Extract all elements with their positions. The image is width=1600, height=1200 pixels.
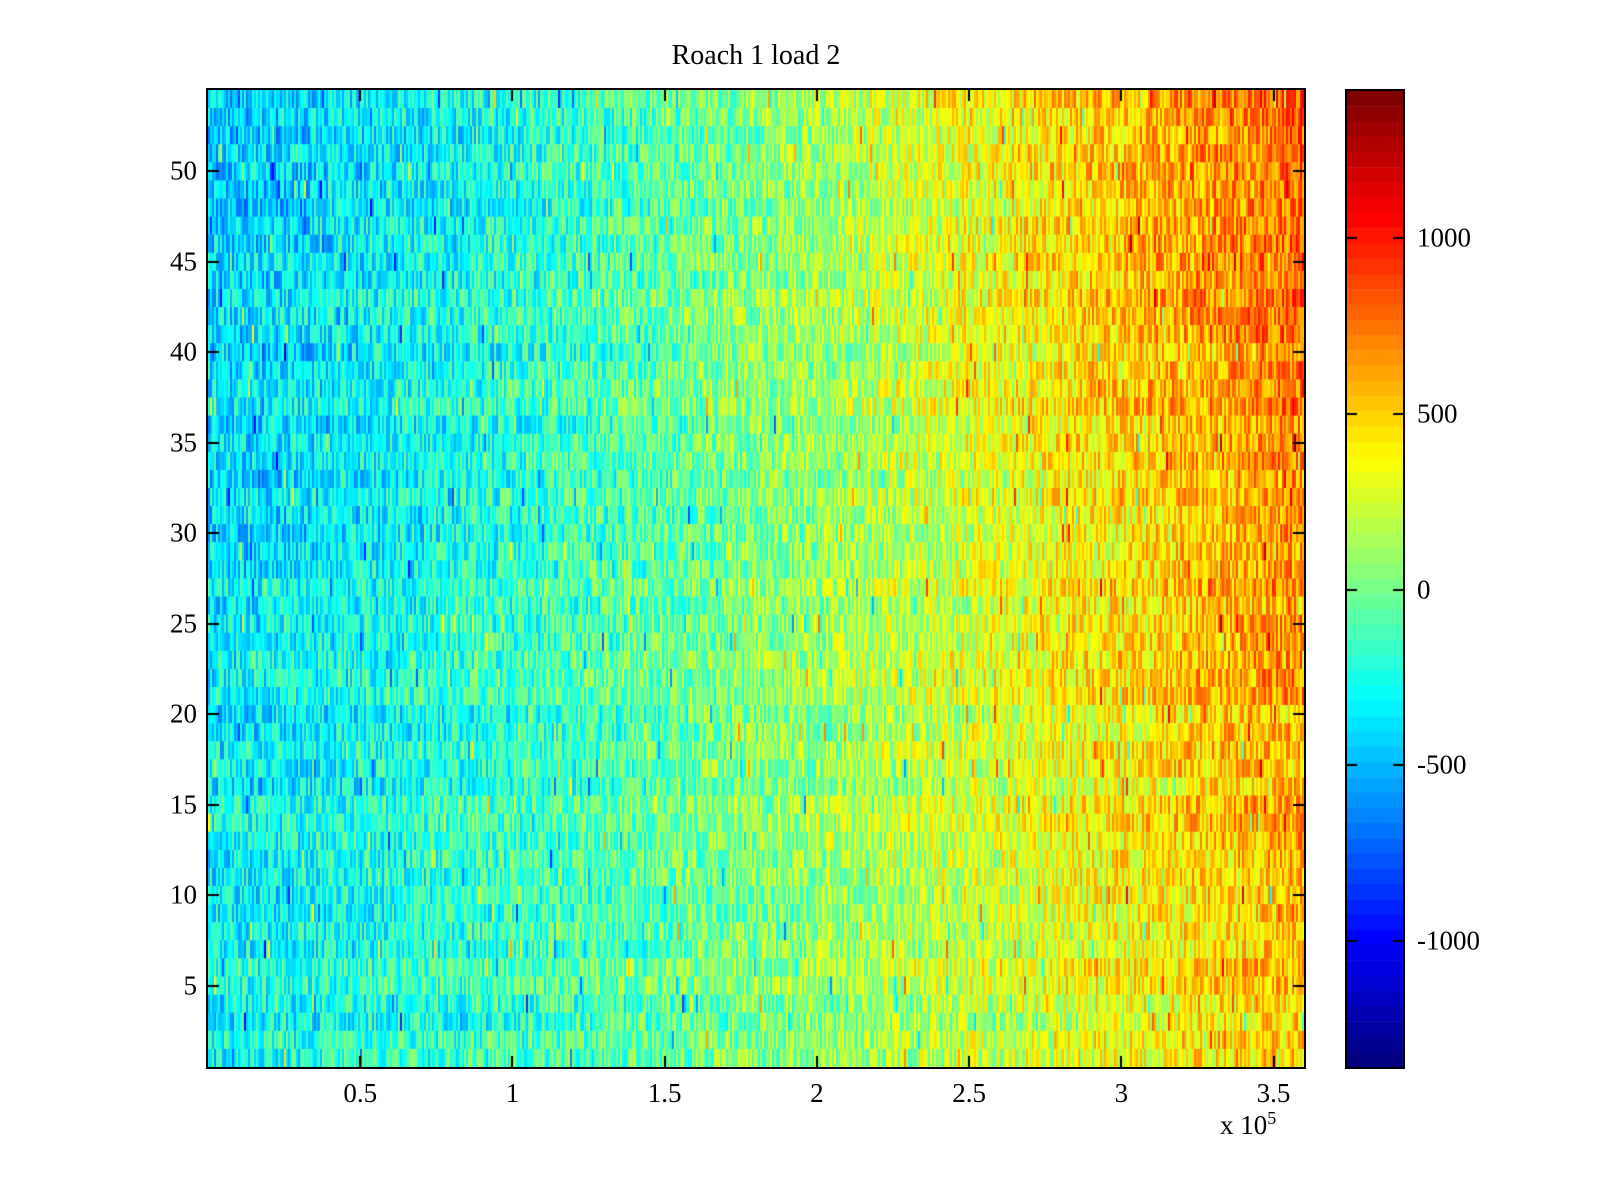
colorbar-tick-label: -500 — [1417, 749, 1467, 780]
colorbar — [1345, 89, 1405, 1069]
y-tick-label: 25 — [170, 608, 197, 639]
colorbar-tick-label: 1000 — [1417, 222, 1471, 253]
colorbar-tick-label: 500 — [1417, 398, 1458, 429]
y-tick-label: 45 — [170, 246, 197, 277]
x-axis-exponent-label: x 105 — [1220, 1108, 1276, 1141]
y-tick-label: 40 — [170, 336, 197, 367]
x-tick-label: 0.5 — [343, 1078, 378, 1108]
x-tick-label: 1 — [505, 1078, 520, 1108]
heatmap-plot — [206, 88, 1306, 1069]
y-tick-label: 10 — [170, 879, 197, 910]
x-tick-label: 3 — [1114, 1078, 1129, 1108]
x-tick-label: 2.5 — [952, 1078, 986, 1108]
x-tick-label: 2 — [810, 1078, 824, 1108]
colorbar-tick-label: 0 — [1417, 574, 1431, 605]
y-tick-label: 20 — [170, 698, 197, 729]
y-tick-label: 5 — [183, 970, 198, 1001]
colorbar-tick-label: -1000 — [1417, 925, 1480, 956]
y-tick-label: 50 — [170, 155, 197, 186]
y-tick-label: 30 — [170, 517, 197, 548]
chart-title: Roach 1 load 2 — [671, 40, 841, 71]
exponent-prefix: x 10 — [1220, 1110, 1268, 1140]
exponent-value: 5 — [1267, 1108, 1277, 1128]
x-tick-label: 3.5 — [1256, 1078, 1291, 1108]
y-tick-label: 35 — [170, 427, 197, 458]
y-tick-label: 15 — [170, 789, 197, 820]
x-tick-label: 1.5 — [647, 1078, 682, 1108]
